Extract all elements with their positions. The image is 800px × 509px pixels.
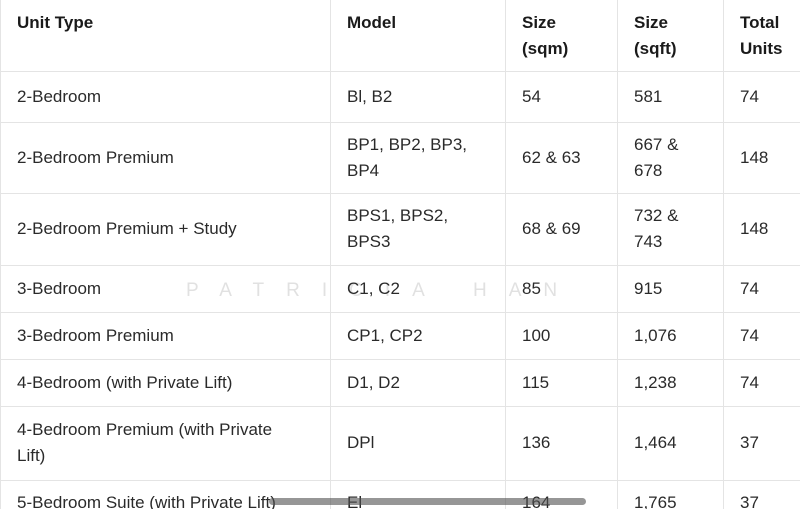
cell-unit-type: 3-Bedroom Premium — [0, 312, 331, 360]
cell-unit-type: 3-Bedroom — [0, 265, 331, 313]
cell-size-sqm: 136 — [505, 406, 618, 481]
cell-size-sqm: 115 — [505, 359, 618, 407]
column-header-unit-type: Unit Type — [0, 0, 331, 72]
cell-model: CP1, CP2 — [330, 312, 506, 360]
cell-size-sqm: 54 — [505, 71, 618, 123]
cell-size-sqm: 85 — [505, 265, 618, 313]
cell-size-sqm: 68 & 69 — [505, 193, 618, 266]
cell-size-sqm: 62 & 63 — [505, 122, 618, 194]
table-row: 3-Bedroom C1, C2 85 915 74 — [0, 265, 800, 313]
cell-size-sqft: 1,765 — [617, 480, 724, 509]
table-row: 5-Bedroom Suite (with Private Lift) El 1… — [0, 480, 800, 509]
column-header-model: Model — [330, 0, 506, 72]
header-row: Unit Type Model Size (sqm) Size (sqft) T… — [0, 0, 800, 72]
cell-total-units: 37 — [723, 406, 800, 481]
cell-unit-type: 2-Bedroom Premium + Study — [0, 193, 331, 266]
cell-model: DPl — [330, 406, 506, 481]
column-header-size-sqft: Size (sqft) — [617, 0, 724, 72]
cell-total-units: 37 — [723, 480, 800, 509]
cell-size-sqft: 1,076 — [617, 312, 724, 360]
cell-total-units: 74 — [723, 312, 800, 360]
table-row: 4-Bedroom Premium (with Private Lift) DP… — [0, 406, 800, 481]
cell-size-sqm: 100 — [505, 312, 618, 360]
table-row: 2-Bedroom Bl, B2 54 581 74 — [0, 71, 800, 123]
cell-total-units: 74 — [723, 71, 800, 123]
table-body: 2-Bedroom Bl, B2 54 581 74 2-Bedroom Pre… — [0, 71, 800, 509]
cell-unit-type: 4-Bedroom Premium (with Private Lift) — [0, 406, 331, 481]
cell-size-sqft: 1,238 — [617, 359, 724, 407]
table-row: 4-Bedroom (with Private Lift) D1, D2 115… — [0, 359, 800, 407]
horizontal-scrollbar-thumb[interactable] — [269, 498, 586, 505]
cell-total-units: 148 — [723, 122, 800, 194]
cell-total-units: 148 — [723, 193, 800, 266]
cell-unit-type: 2-Bedroom Premium — [0, 122, 331, 194]
cell-size-sqft: 1,464 — [617, 406, 724, 481]
table-row: 3-Bedroom Premium CP1, CP2 100 1,076 74 — [0, 312, 800, 360]
cell-unit-type: 4-Bedroom (with Private Lift) — [0, 359, 331, 407]
table-row: 2-Bedroom Premium BP1, BP2, BP3, BP4 62 … — [0, 122, 800, 194]
cell-model: Bl, B2 — [330, 71, 506, 123]
cell-unit-type: 2-Bedroom — [0, 71, 331, 123]
cell-model: BP1, BP2, BP3, BP4 — [330, 122, 506, 194]
cell-total-units: 74 — [723, 359, 800, 407]
cell-size-sqft: 915 — [617, 265, 724, 313]
cell-model: C1, C2 — [330, 265, 506, 313]
cell-size-sqft: 581 — [617, 71, 724, 123]
cell-model: BPS1, BPS2, BPS3 — [330, 193, 506, 266]
column-header-total-units: Total Units — [723, 0, 800, 72]
cell-size-sqft: 732 & 743 — [617, 193, 724, 266]
cell-unit-type: 5-Bedroom Suite (with Private Lift) — [0, 480, 331, 509]
cell-total-units: 74 — [723, 265, 800, 313]
table-row: 2-Bedroom Premium + Study BPS1, BPS2, BP… — [0, 193, 800, 266]
column-header-size-sqm: Size (sqm) — [505, 0, 618, 72]
cell-size-sqft: 667 & 678 — [617, 122, 724, 194]
cell-model: D1, D2 — [330, 359, 506, 407]
